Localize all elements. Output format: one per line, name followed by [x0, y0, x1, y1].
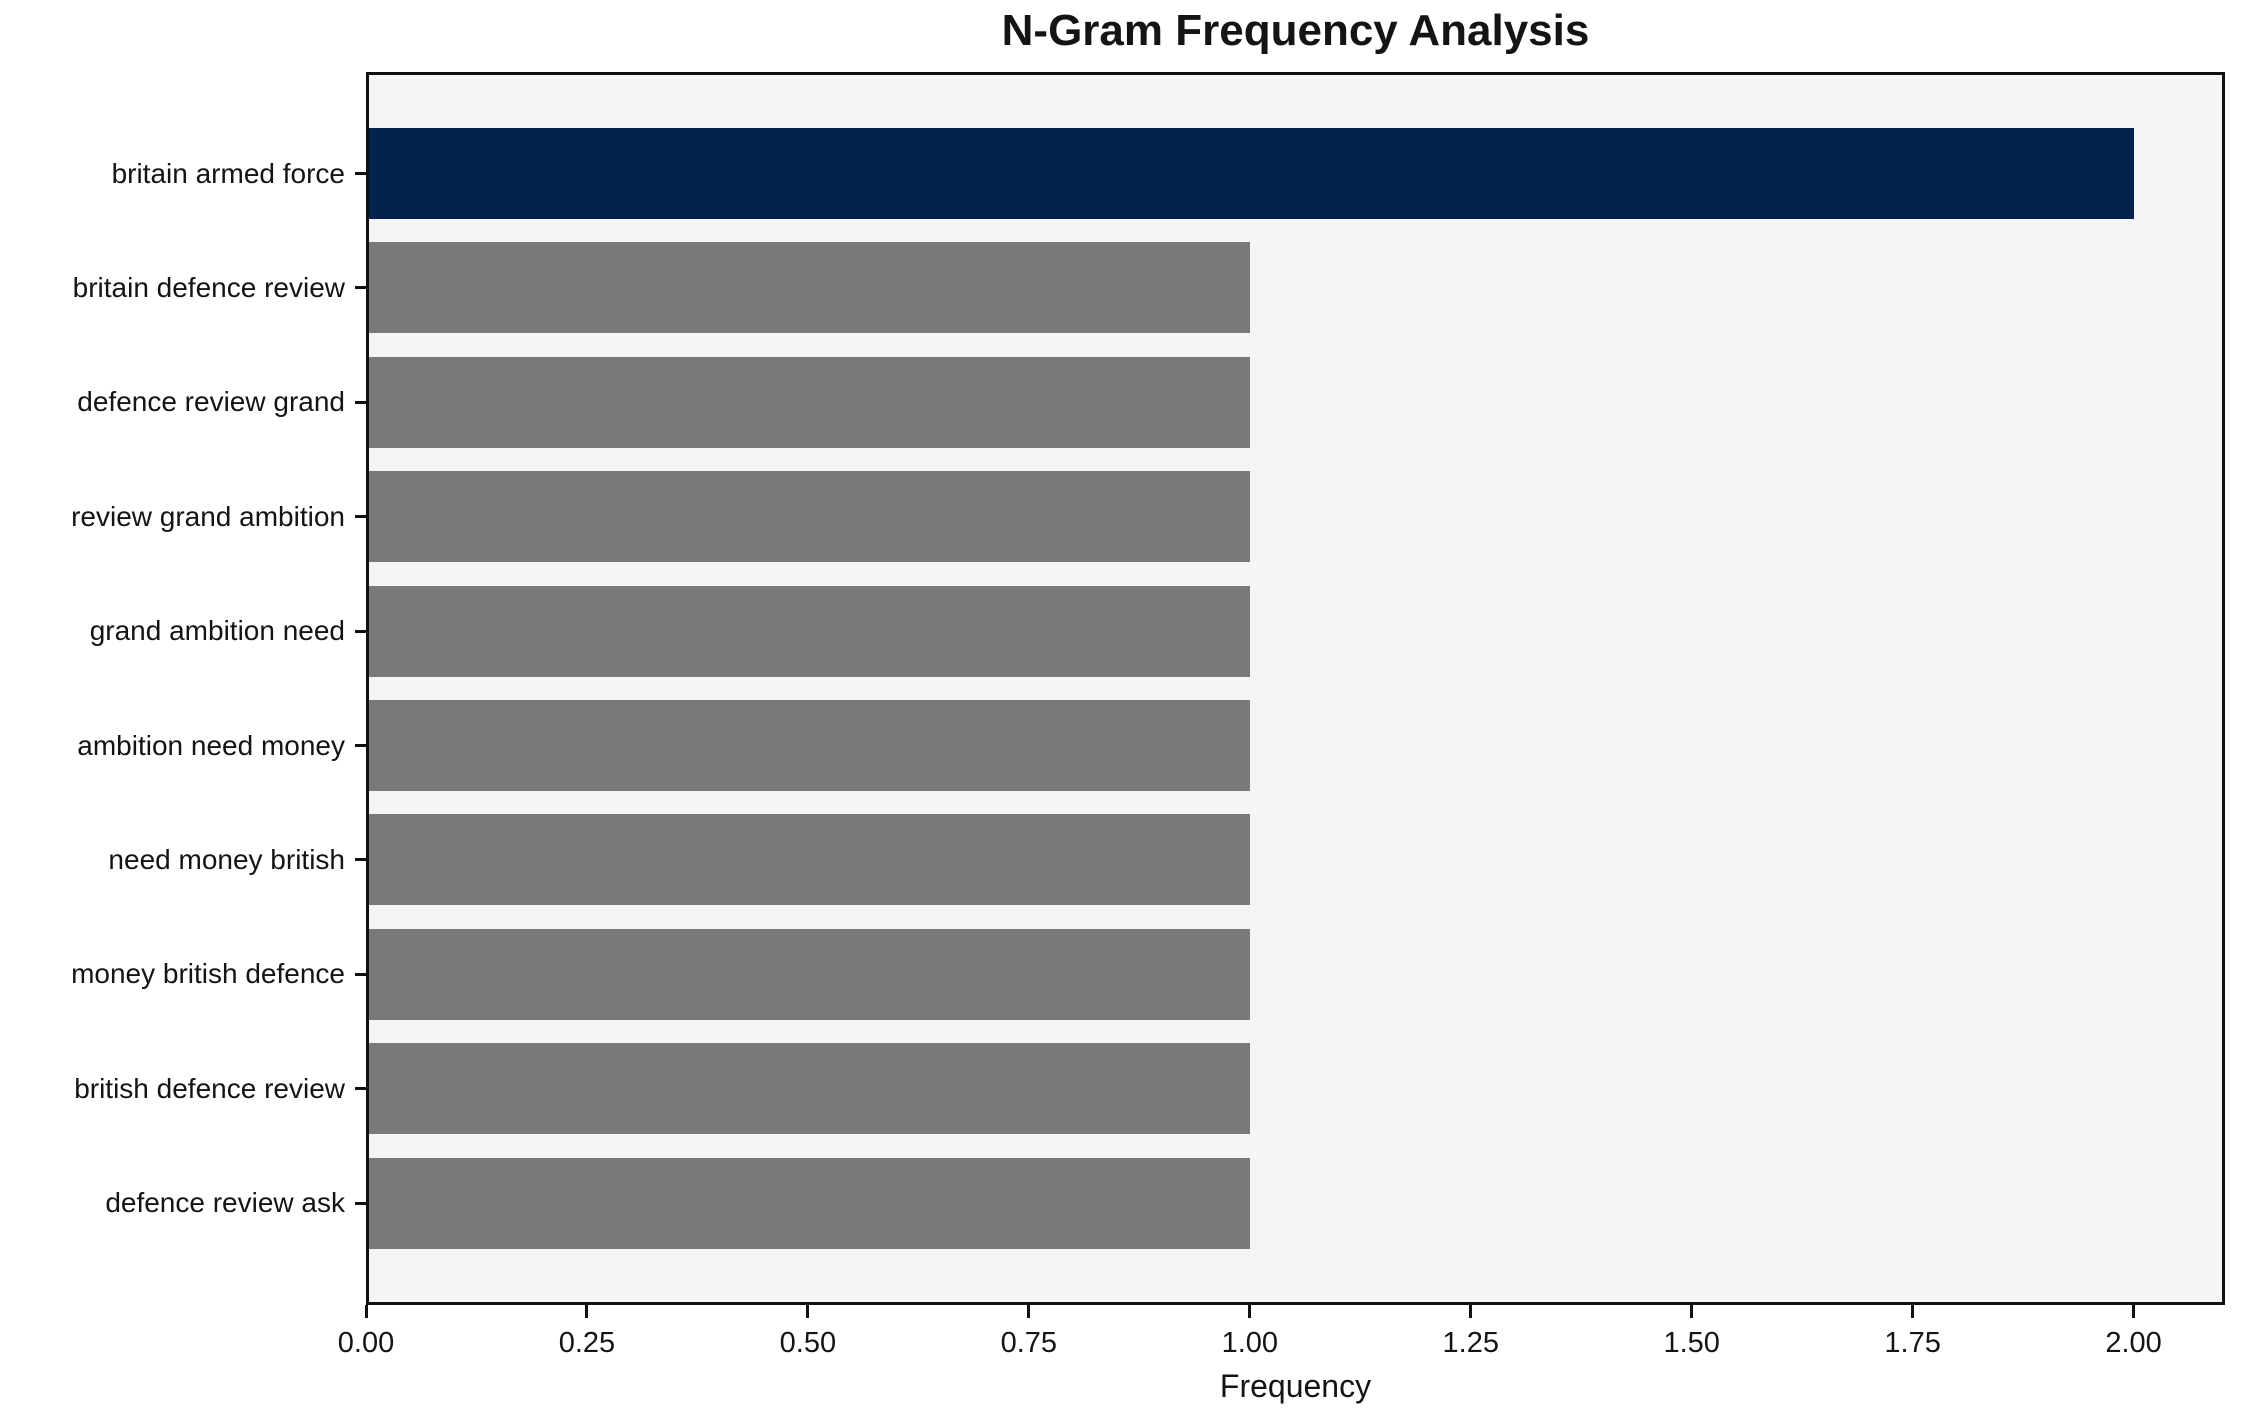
y-tick-mark: [355, 744, 366, 747]
y-tick-label: review grand ambition: [71, 500, 345, 532]
bar-ambition-need-money: [369, 700, 1250, 791]
x-tick-mark: [364, 1305, 368, 1318]
x-tick-mark: [1690, 1305, 1694, 1318]
bar-british-defence-review: [369, 1043, 1250, 1135]
bar-defence-review-grand: [369, 356, 1250, 448]
x-tick-label: 1.00: [1221, 1327, 1279, 1359]
y-tick-mark: [355, 172, 366, 175]
x-tick-mark: [585, 1305, 589, 1318]
y-tick-label: defence review grand: [77, 386, 345, 418]
x-tick-label: 1.50: [1663, 1327, 1720, 1359]
x-tick-mark: [2132, 1305, 2136, 1318]
bar-need-money-british: [369, 814, 1250, 906]
bar-britain-defence-review: [369, 242, 1250, 334]
y-tick-mark: [355, 972, 366, 976]
y-tick-label: grand ambition need: [89, 615, 345, 647]
x-tick-mark: [1027, 1305, 1031, 1318]
y-tick-mark: [355, 286, 366, 290]
y-tick-label: british defence review: [74, 1072, 345, 1104]
x-tick-mark: [1469, 1305, 1473, 1318]
y-tick-label: defence review ask: [105, 1187, 345, 1219]
y-tick-mark: [355, 629, 366, 633]
x-tick-mark: [806, 1305, 810, 1318]
x-tick-label: 0.00: [337, 1327, 395, 1359]
y-tick-label: money british defence: [71, 958, 345, 990]
bar-review-grand-ambition: [369, 471, 1250, 563]
y-tick-label: britain armed force: [111, 157, 345, 189]
x-tick-label: 0.50: [779, 1327, 837, 1359]
y-tick-label: ambition need money: [77, 729, 345, 761]
y-tick-mark: [355, 400, 366, 404]
y-tick-mark: [355, 1201, 366, 1205]
bar-grand-ambition-need: [369, 585, 1250, 677]
x-tick-mark: [1248, 1305, 1252, 1318]
x-tick-label: 0.75: [1000, 1327, 1058, 1359]
bar-money-british-defence: [369, 928, 1250, 1020]
chart-title: N-Gram Frequency Analysis: [1001, 6, 1590, 55]
x-tick-label: 2.00: [2105, 1327, 2162, 1359]
x-tick-label: 1.25: [1442, 1327, 1499, 1359]
bar-defence-review-ask: [369, 1157, 1250, 1249]
y-tick-mark: [355, 1087, 366, 1091]
x-tick-label: 1.75: [1884, 1327, 1941, 1359]
x-axis-label: Frequency: [1219, 1368, 1372, 1404]
x-tick-mark: [1911, 1305, 1915, 1318]
y-tick-label: need money british: [108, 843, 345, 875]
y-tick-mark: [355, 515, 366, 519]
y-tick-label: britain defence review: [72, 271, 345, 303]
x-tick-label: 0.25: [558, 1327, 616, 1359]
y-tick-mark: [355, 858, 366, 862]
bar-britain-armed-force: [369, 128, 2134, 219]
